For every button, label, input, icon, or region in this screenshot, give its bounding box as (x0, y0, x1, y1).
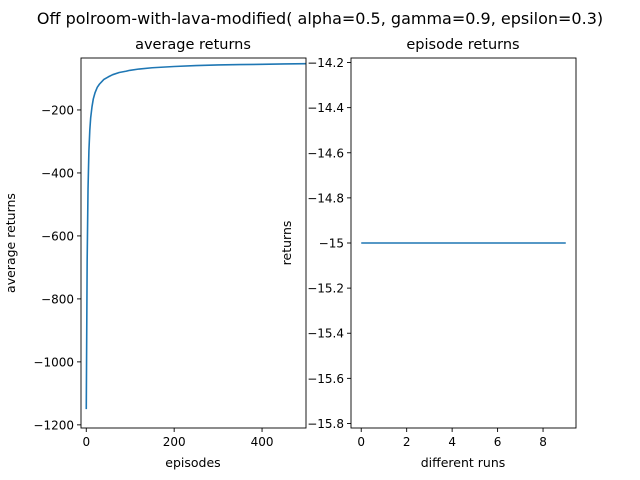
episode-returns-axes: episode returns different runs returns 0… (279, 37, 577, 470)
y-tick-label: −14.6 (307, 146, 344, 160)
y-axis-label: average returns (3, 193, 18, 293)
figure-title: Off polroom-with-lava-modified( alpha=0.… (37, 9, 603, 28)
y-tick-label: −1200 (33, 418, 74, 432)
y-tick-label: −400 (41, 166, 74, 180)
x-tick-label: 4 (448, 435, 456, 449)
x-tick-label: 0 (82, 435, 90, 449)
y-tick-label: −14.2 (307, 56, 344, 70)
series-line (85, 62, 307, 410)
y-tick-label: −600 (41, 229, 74, 243)
y-tick-label: −15.6 (307, 372, 344, 386)
x-tick-label: 400 (251, 435, 274, 449)
y-axis-label: returns (279, 221, 294, 266)
y-tick-label: −14.4 (307, 101, 344, 115)
average-returns-axes: average returns episodes average returns… (3, 37, 307, 470)
x-tick-label: 8 (539, 435, 547, 449)
y-tick-label: −15.8 (307, 417, 344, 431)
x-axis-label: different runs (421, 455, 506, 470)
x-axis-label: episodes (165, 455, 220, 470)
y-tick-label: −14.8 (307, 191, 344, 205)
y-tick-label: −15.2 (307, 282, 344, 296)
x-tick-label: 2 (403, 435, 411, 449)
axes-title: average returns (135, 37, 251, 53)
x-tick-label: 6 (494, 435, 502, 449)
y-tick-label: −800 (41, 292, 74, 306)
y-tick-label: −15.4 (307, 327, 344, 341)
axes-frame (80, 57, 307, 429)
y-tick-label: −200 (41, 103, 74, 117)
y-tick-label: −1000 (33, 355, 74, 369)
axes-title: episode returns (406, 37, 519, 53)
y-tick-label: −15 (319, 237, 344, 251)
x-tick-label: 200 (163, 435, 186, 449)
x-tick-label: 0 (357, 435, 365, 449)
